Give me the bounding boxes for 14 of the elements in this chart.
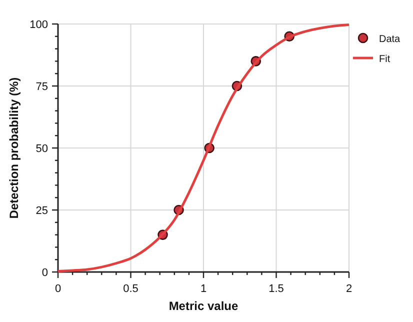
y-axis-title: Detection probability (%)	[7, 77, 21, 219]
x-tick-label: 2	[346, 283, 352, 295]
legend-label: Data	[379, 34, 401, 45]
x-tick-label: 0	[54, 283, 62, 295]
x-axis-title: Metric value	[168, 299, 238, 313]
y-tick-label: 50	[36, 143, 48, 155]
y-tick-label: 100	[30, 19, 48, 31]
x-tick-label: 1.5	[268, 283, 284, 295]
legend-label: Fit	[379, 54, 390, 65]
y-tick-label: 25	[36, 205, 48, 217]
y-tick-label: 0	[42, 267, 48, 279]
x-tick-label: 0.5	[123, 283, 138, 295]
x-tick-label: 1	[200, 283, 207, 295]
y-tick-label: 75	[36, 81, 48, 93]
